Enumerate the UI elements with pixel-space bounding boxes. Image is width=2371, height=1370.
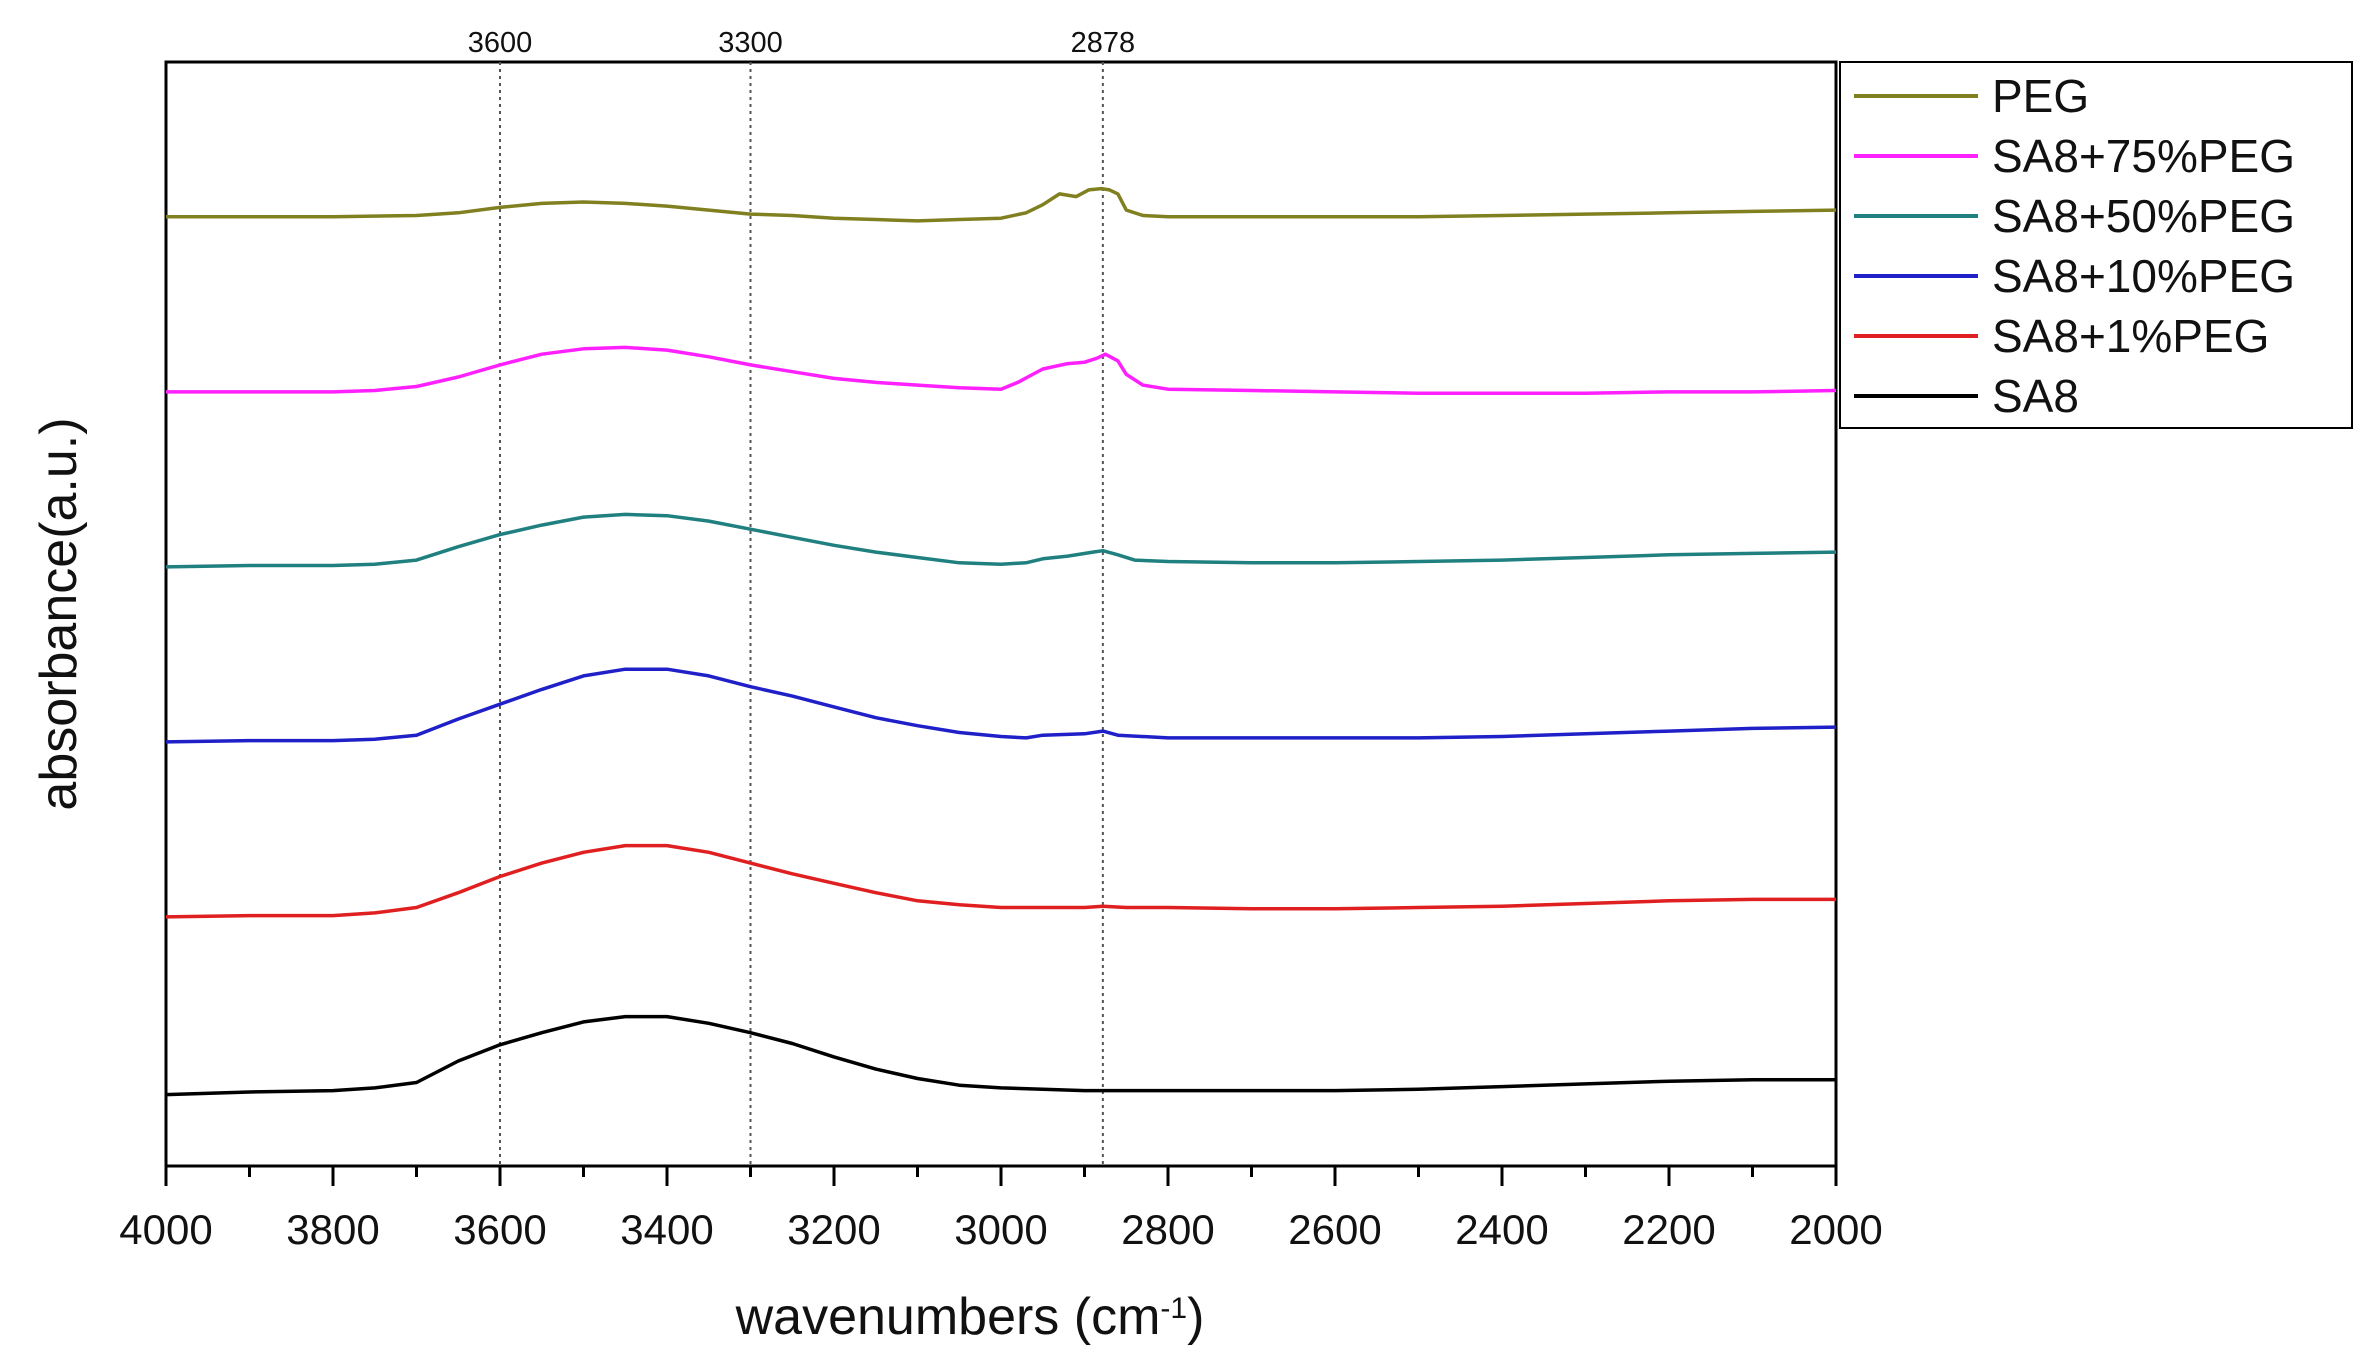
reference-lines: 3600 3300 2878 xyxy=(468,27,1135,1166)
x-axis-title: wavenumbers (cm-1) xyxy=(735,1288,1205,1346)
series-line-peg xyxy=(166,186,1837,223)
reference-label-3600: 3600 xyxy=(468,27,533,59)
series-line-sa8-50-peg xyxy=(165,512,1837,569)
legend: PEG SA8+75%PEG SA8+50%PEG SA8+10%PEG SA8+1%P… xyxy=(1839,61,2353,429)
legend-box xyxy=(1839,61,2353,429)
x-tick-label: 3800 xyxy=(286,1206,379,1253)
x-tick-label: 2400 xyxy=(1455,1206,1548,1253)
x-axis-title-sup: -1 xyxy=(1160,1292,1187,1325)
x-tick-label: 3400 xyxy=(620,1206,713,1253)
reference-label-2878: 2878 xyxy=(1071,27,1136,59)
series-line-sa8 xyxy=(165,1014,1836,1097)
x-tick-label: 3000 xyxy=(954,1206,1047,1253)
x-axis-ticks: 4000 3800 3600 3400 3200 3000 2800 2600 2400 2200… xyxy=(119,1166,1883,1253)
x-tick-label: 2200 xyxy=(1622,1206,1715,1253)
series-line-sa8-10-peg xyxy=(165,667,1837,744)
legend-label: SA8+75%PEG xyxy=(1992,130,2295,182)
x-axis-title-main: wavenumbers (cm xyxy=(735,1288,1161,1346)
series-line-sa8-75-peg xyxy=(166,345,1837,395)
x-tick-label: 2000 xyxy=(1789,1206,1882,1253)
legend-label: SA8+50%PEG xyxy=(1992,190,2295,242)
legend-label: SA8+1%PEG xyxy=(1992,310,2269,362)
y-axis-title: absorbance(a.u.) xyxy=(30,417,88,810)
legend-label: SA8 xyxy=(1992,370,2079,422)
x-tick-label: 2800 xyxy=(1121,1206,1214,1253)
legend-label: SA8+10%PEG xyxy=(1992,250,2295,302)
x-tick-label: 3600 xyxy=(453,1206,546,1253)
legend-label: PEG xyxy=(1992,70,2089,122)
series-line-sa8-1-peg xyxy=(165,843,1836,919)
x-tick-label: 4000 xyxy=(119,1206,212,1253)
x-tick-label: 3200 xyxy=(787,1206,880,1253)
series-lines xyxy=(165,186,1837,1097)
reference-label-3300: 3300 xyxy=(718,27,783,59)
x-tick-label: 2600 xyxy=(1288,1206,1381,1253)
plot-frame xyxy=(164,60,1838,1168)
x-axis-title-close: ) xyxy=(1187,1288,1204,1346)
